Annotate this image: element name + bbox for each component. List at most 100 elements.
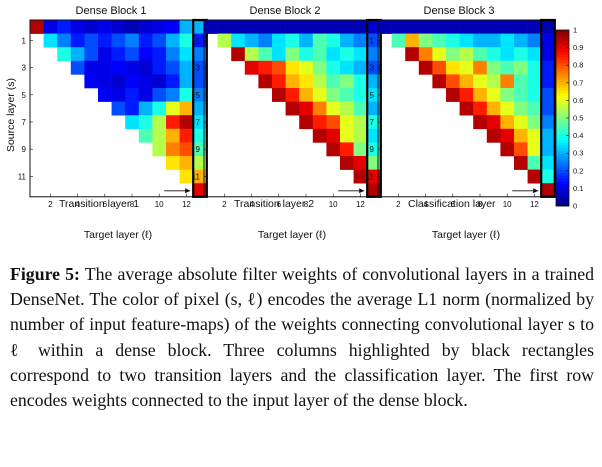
heatmap-cell xyxy=(98,33,112,48)
heatmap-cell xyxy=(299,115,314,130)
heatmap-cell xyxy=(353,33,368,48)
heatmap-cell xyxy=(98,20,112,34)
heatmap-cell xyxy=(340,156,354,170)
heatmap-cell xyxy=(152,115,167,130)
colorbar-segment xyxy=(556,43,569,47)
heatmap-cell xyxy=(98,74,112,89)
heatmap-cell xyxy=(459,101,474,116)
heatmap-cell xyxy=(312,128,327,143)
heatmap-cell xyxy=(70,47,85,62)
heatmap-cell xyxy=(527,33,542,48)
heatmap-cell xyxy=(473,74,488,89)
colorbar-segment xyxy=(556,90,569,94)
heatmap-cell xyxy=(353,60,368,75)
heatmap-cell xyxy=(367,156,382,170)
heatmap-cell xyxy=(179,115,194,130)
heatmap-cell xyxy=(299,101,314,116)
heatmap-cell xyxy=(152,20,167,34)
y-tick-label: 1 xyxy=(196,36,201,45)
heatmap-cell xyxy=(138,60,153,75)
colorbar-segment xyxy=(556,57,569,61)
colorbar-tick-label: 0.1 xyxy=(573,184,583,193)
heatmap-cell xyxy=(179,169,194,184)
x-tick-label: 12 xyxy=(356,200,365,209)
colorbar-segment xyxy=(556,46,569,50)
colorbar-segment xyxy=(556,93,569,97)
colorbar-segment xyxy=(556,181,569,185)
colorbar-tick-label: 0.9 xyxy=(573,43,583,52)
heatmap-cell xyxy=(84,20,99,34)
heatmap-cell xyxy=(111,60,126,75)
heatmap-cell xyxy=(326,47,341,62)
colorbar-segment xyxy=(556,68,569,72)
heatmap-cell xyxy=(285,20,300,34)
heatmap-cell xyxy=(391,33,406,48)
heatmap-cell xyxy=(500,88,515,102)
heatmap-cell xyxy=(299,20,314,34)
x-tick-label: 8 xyxy=(478,200,483,209)
heatmap-cell xyxy=(152,88,167,102)
annotation-arrowhead xyxy=(359,188,365,194)
heatmap-cell xyxy=(179,33,194,48)
heatmap-cell xyxy=(111,74,126,89)
heatmap-cell xyxy=(179,20,194,34)
colorbar-segment xyxy=(556,142,569,146)
colorbar-segment xyxy=(556,35,569,39)
heatmap-cell xyxy=(258,47,273,62)
heatmap-cell xyxy=(353,101,368,116)
heatmap-cell xyxy=(326,115,341,130)
colorbar-segment xyxy=(556,41,569,45)
colorbar-segment xyxy=(556,79,569,83)
colorbar-segment xyxy=(556,60,569,64)
heatmap-cell xyxy=(70,33,85,48)
heatmap-cell xyxy=(473,88,488,102)
heatmap-cell xyxy=(446,74,460,89)
heatmap-cell xyxy=(353,142,368,157)
heatmap-cell xyxy=(432,60,447,75)
colorbar-segment xyxy=(556,192,569,196)
heatmap-cell xyxy=(418,60,433,75)
heatmap-cell xyxy=(367,74,382,89)
heatmap-cell xyxy=(43,33,58,48)
y-tick-label: 11 xyxy=(192,172,201,181)
heatmap-cell xyxy=(152,60,167,75)
heatmap-cell xyxy=(272,20,286,34)
heatmap-cell xyxy=(125,101,140,116)
heatmap-cell xyxy=(527,20,542,34)
colorbar-tick-label: 0 xyxy=(573,202,577,211)
heatmap-cell xyxy=(299,74,314,89)
heatmap-cell xyxy=(193,128,208,143)
heatmap-cell xyxy=(84,60,99,75)
annotation-classification: Classification layer xyxy=(408,198,496,210)
heatmap-cell xyxy=(459,47,474,62)
heatmap-cell xyxy=(326,60,341,75)
colorbar-segment xyxy=(556,189,569,193)
heatmap-cell xyxy=(111,20,126,34)
heatmap-cell xyxy=(272,74,286,89)
heatmap-cell xyxy=(326,33,341,48)
heatmap-cell xyxy=(473,47,488,62)
heatmap-cell xyxy=(378,20,392,34)
heatmap-cell xyxy=(353,128,368,143)
heatmap-cell xyxy=(541,47,556,62)
y-tick-label: 5 xyxy=(370,91,375,100)
x-tick-label: 4 xyxy=(75,200,80,209)
heatmap-cell xyxy=(179,88,194,102)
colorbar-segment xyxy=(556,32,569,36)
highlight-column xyxy=(192,18,208,198)
heatmap-cell xyxy=(432,74,447,89)
heatmap-cell xyxy=(30,20,44,34)
heatmap-cell xyxy=(340,88,354,102)
heatmap-cell xyxy=(486,88,501,102)
heatmap-cell xyxy=(405,33,420,48)
heatmap-cell xyxy=(43,20,58,34)
colorbar-segment xyxy=(556,96,569,100)
figure-caption: Figure 5: The average absolute filter we… xyxy=(10,262,594,413)
heatmap-cell xyxy=(486,47,501,62)
colorbar-segment xyxy=(556,175,569,179)
heatmap-cell xyxy=(405,20,420,34)
heatmap-cell xyxy=(473,60,488,75)
colorbar-segment xyxy=(556,74,569,78)
heatmap-cell xyxy=(326,101,341,116)
heatmap-cell xyxy=(473,115,488,130)
